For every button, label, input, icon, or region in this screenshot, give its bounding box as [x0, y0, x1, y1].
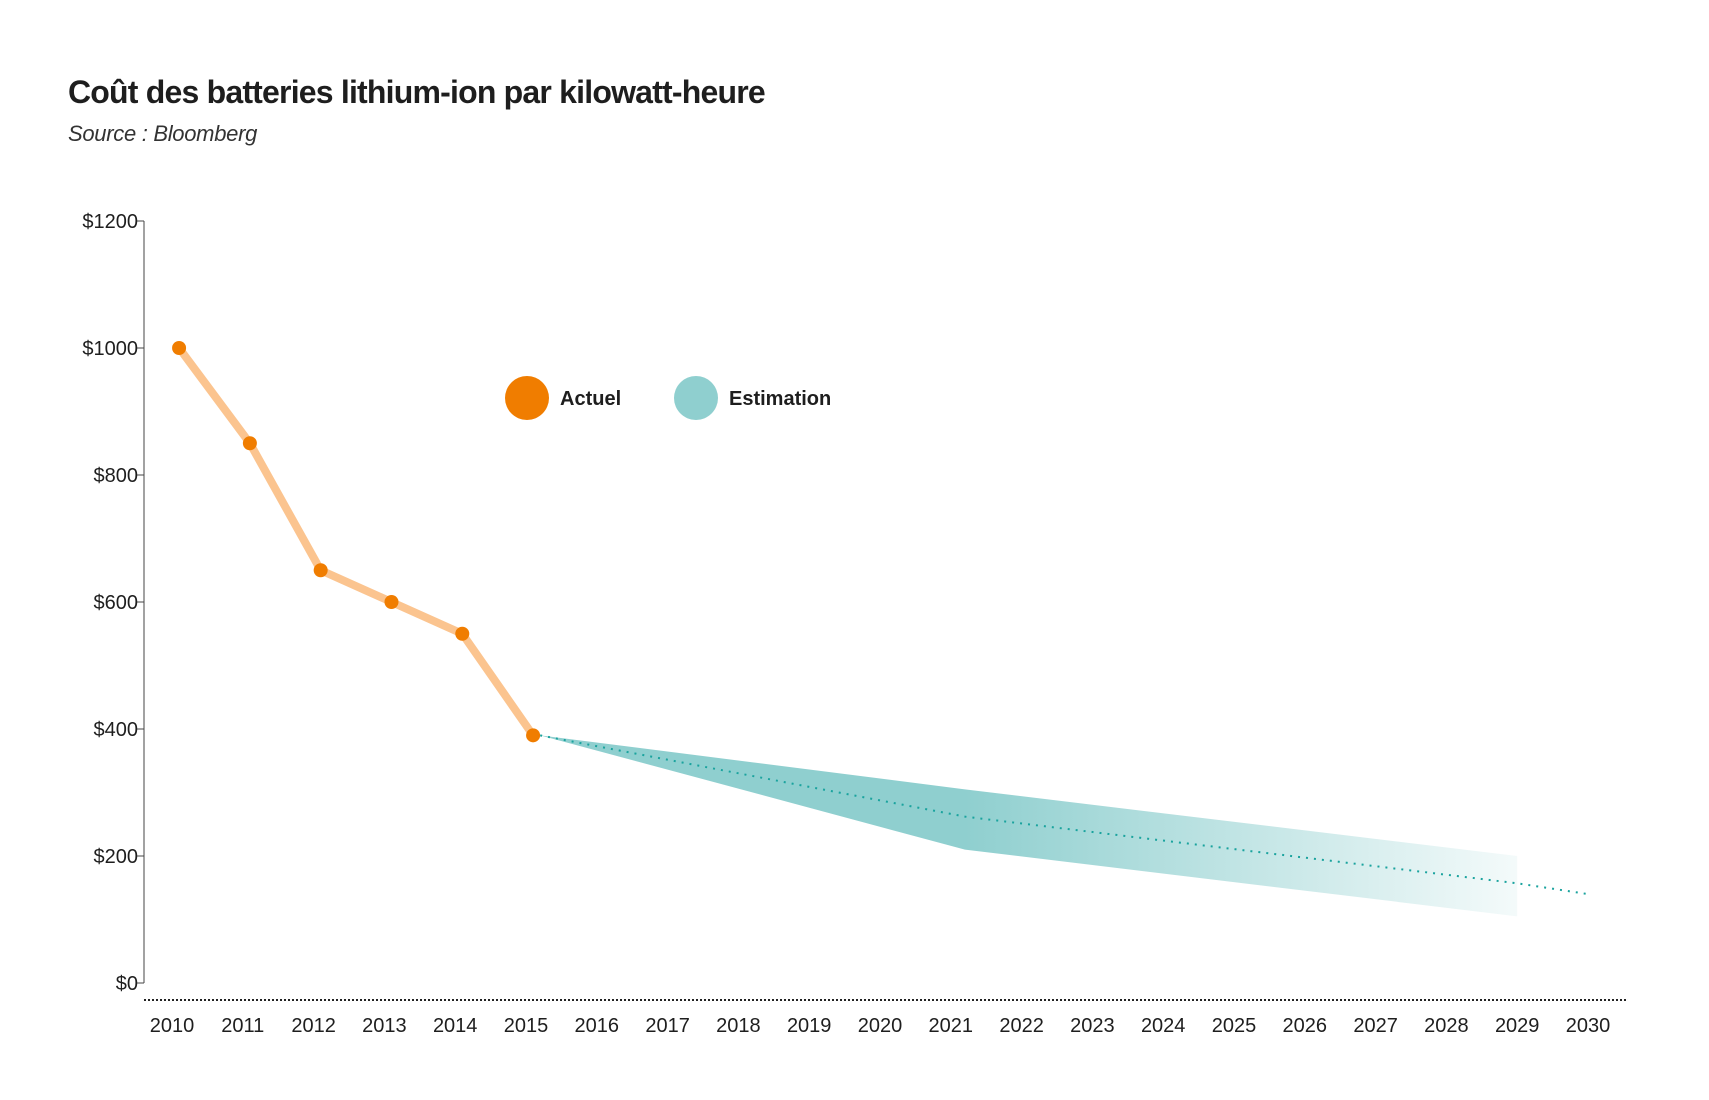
x-tick-label: 2014 [433, 1015, 478, 1037]
legend-label-actuel: Actuel [560, 388, 621, 410]
actual-point [455, 626, 470, 641]
legend-swatch-actuel [505, 376, 549, 420]
x-tick-label: 2021 [929, 1015, 974, 1037]
y-tick-label: $1000 [82, 338, 138, 360]
chart-title: Coût des batteries lithium-ion par kilow… [68, 74, 766, 110]
y-tick-label: $0 [116, 973, 138, 995]
y-tick-label: $400 [94, 719, 139, 741]
x-tick-label: 2025 [1212, 1015, 1257, 1037]
y-tick-label: $800 [94, 465, 139, 487]
x-tick-label: 2023 [1070, 1015, 1115, 1037]
x-tick-label: 2011 [221, 1015, 264, 1037]
y-tick-label: $600 [94, 592, 139, 614]
x-tick-label: 2022 [999, 1015, 1044, 1037]
x-tick-label: 2017 [645, 1015, 690, 1037]
actual-point [526, 728, 541, 743]
chart-source: Source : Bloomberg [68, 121, 258, 146]
x-tick-label: 2030 [1566, 1015, 1611, 1037]
x-tick-label: 2027 [1353, 1015, 1398, 1037]
x-tick-label: 2026 [1283, 1015, 1328, 1037]
x-tick-label: 2013 [362, 1015, 407, 1037]
y-tick-label: $200 [94, 846, 139, 868]
x-tick-label: 2018 [716, 1015, 761, 1037]
actual-point [384, 595, 399, 609]
actual-point [172, 341, 187, 355]
y-tick-label: $1200 [82, 211, 138, 233]
x-tick-label: 2016 [575, 1015, 620, 1037]
x-tick-label: 2024 [1141, 1015, 1186, 1037]
x-tick-label: 2028 [1424, 1015, 1469, 1037]
x-tick-label: 2029 [1495, 1015, 1540, 1037]
legend-label-estimation: Estimation [729, 388, 831, 410]
actual-line [175, 345, 537, 738]
actual-point [242, 436, 257, 451]
x-tick-label: 2019 [787, 1015, 832, 1037]
x-tick-label: 2012 [291, 1015, 336, 1037]
legend-swatch-estimation [674, 376, 718, 420]
estimation-line [539, 734, 1589, 896]
x-tick-label: 2010 [150, 1015, 195, 1037]
x-tick-label: 2015 [504, 1015, 549, 1037]
actual-point [313, 563, 328, 578]
x-tick-label: 2020 [858, 1015, 903, 1037]
estimation-band [540, 735, 1518, 917]
